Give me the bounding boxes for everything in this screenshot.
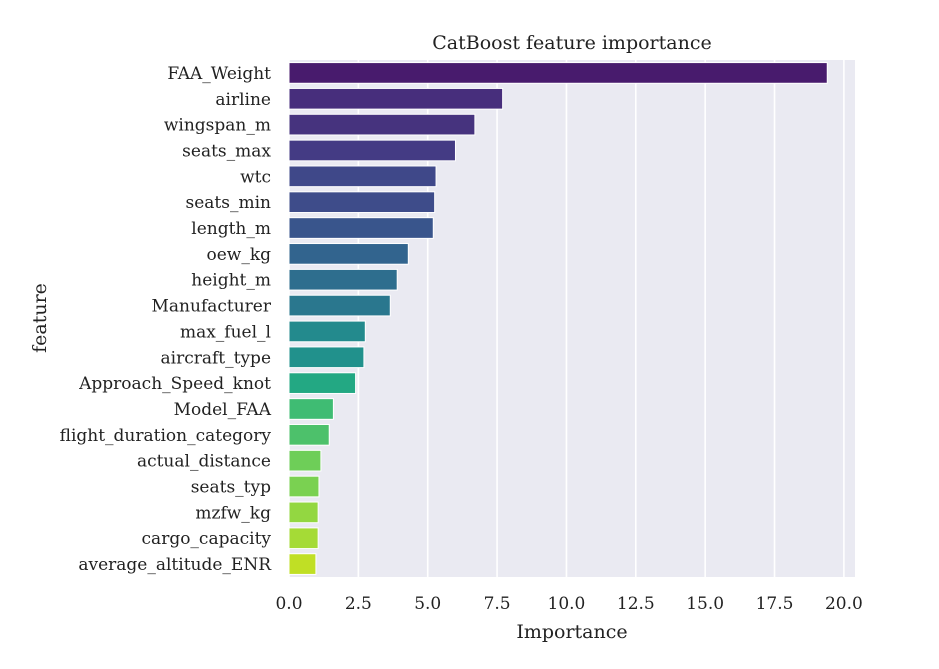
y-tick-label: average_altitude_ENR — [78, 555, 272, 575]
x-tick-label: 2.5 — [345, 594, 372, 614]
x-tick-labels: 0.0 2.5 5.0 7.5 10.0 12.5 15.0 17.5 20.0 — [275, 594, 862, 614]
x-tick-label: 15.0 — [686, 594, 724, 614]
bar-seats-typ — [288, 475, 320, 498]
bar-mzfw-kg — [288, 501, 319, 524]
bar-cargo-capacity — [288, 527, 319, 550]
y-tick-label: seats_typ — [191, 478, 271, 498]
y-tick-label: mzfw_kg — [195, 503, 271, 523]
x-tick-label: 5.0 — [414, 594, 441, 614]
y-tick-label: wingspan_m — [164, 116, 271, 136]
x-tick-label: 17.5 — [756, 594, 794, 614]
bar-wtc — [288, 165, 437, 188]
bar-manufacturer — [288, 294, 391, 317]
bars — [288, 62, 828, 575]
bar-airline — [288, 87, 504, 110]
bar-wingspan-m — [288, 113, 476, 136]
bar-flight-duration-category — [288, 423, 330, 446]
y-tick-label: Approach_Speed_knot — [78, 374, 271, 394]
y-tick-label: height_m — [191, 271, 271, 291]
x-tick-label: 12.5 — [617, 594, 655, 614]
y-tick-label: cargo_capacity — [142, 529, 272, 549]
bar-length-m — [288, 217, 434, 239]
bar-approach-speed-knot — [288, 372, 357, 394]
x-tick-label: 10.0 — [548, 594, 586, 614]
x-tick-label: 7.5 — [484, 594, 511, 614]
y-tick-label: aircraft_type — [161, 348, 271, 368]
y-tick-label: length_m — [191, 219, 271, 239]
bar-aircraft-type — [288, 346, 365, 369]
bar-faa-weight — [288, 62, 828, 84]
bar-average-altitude-enr — [288, 553, 317, 575]
y-axis-label: feature — [29, 283, 51, 353]
bar-seats-max — [288, 139, 456, 162]
y-tick-label: flight_duration_category — [60, 426, 272, 446]
bar-model-faa — [288, 398, 334, 420]
x-axis-label: Importance — [516, 621, 627, 643]
y-tick-label: Manufacturer — [152, 297, 272, 317]
y-tick-label: Model_FAA — [174, 400, 272, 420]
plot-background — [289, 60, 855, 577]
y-tick-label: seats_max — [182, 141, 271, 161]
x-tick-label: 0.0 — [275, 594, 302, 614]
bar-max-fuel-l — [288, 320, 366, 343]
bar-seats-min — [288, 191, 436, 214]
bar-actual-distance — [288, 449, 322, 472]
y-tick-label: FAA_Weight — [167, 64, 271, 84]
x-tick-label: 20.0 — [825, 594, 863, 614]
bar-oew-kg — [288, 243, 409, 265]
y-tick-label: actual_distance — [137, 452, 271, 472]
y-tick-label: seats_min — [186, 193, 272, 213]
y-tick-label: wtc — [240, 167, 271, 187]
chart-title: CatBoost feature importance — [432, 32, 711, 54]
y-tick-label: oew_kg — [206, 245, 271, 265]
y-tick-label: max_fuel_l — [180, 322, 271, 342]
bar-height-m — [288, 268, 398, 291]
y-tick-label: airline — [215, 90, 271, 110]
